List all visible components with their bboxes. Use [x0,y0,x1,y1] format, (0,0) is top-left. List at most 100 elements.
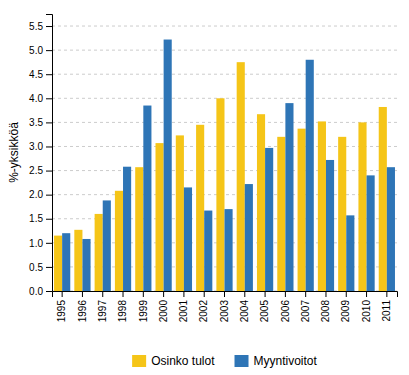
y-tick: 1.0 [29,238,52,249]
y-tick-label: 5.0 [29,45,43,56]
x-tick-mark [305,291,306,297]
y-axis-line [46,15,53,292]
y-tick-mark [46,267,52,268]
grid-line [52,74,397,75]
bar [257,114,265,291]
bar [204,211,212,291]
bar [82,239,90,291]
y-tick-mark [46,146,52,147]
bar [196,125,204,291]
y-tick-mark [46,98,52,99]
y-tick: 1.5 [29,213,52,224]
x-tick-label: 2006 [280,300,291,323]
x-tick-label: 2009 [340,300,351,323]
bar [143,106,151,291]
bars [54,40,395,291]
grid [52,26,397,291]
bar [115,191,123,291]
x-tick-mark [224,291,225,297]
y-tick-label: 0.0 [29,286,43,297]
x-tick: 2007 [300,291,311,322]
x-tick: 1999 [138,291,149,322]
x-tick: 2003 [219,291,230,322]
x-tick: 2005 [259,291,270,322]
legend-item: Myyntivoitot [235,354,318,368]
bar [387,167,395,291]
y-tick-mark [46,243,52,244]
x-tick-label: 2008 [320,300,331,323]
bar [216,98,224,291]
x-tick-label: 2007 [300,300,311,323]
bar [367,175,375,291]
x-tick-label: 2002 [198,300,209,323]
x-tick-label: 1996 [77,300,88,323]
y-tick-mark [46,219,52,220]
legend-label: Osinko tulot [151,354,215,368]
x-tick: 2008 [320,291,331,322]
y-tick-label: 4.0 [29,93,43,104]
bar [176,135,184,291]
y-tick-mark [46,195,52,196]
y-tick-mark [46,291,52,292]
x-tick-mark [62,291,63,297]
bar [123,167,131,291]
bar [326,160,334,291]
y-tick-label: 3.5 [29,117,43,128]
x-axis-line [53,292,398,298]
x-tick: 1997 [97,291,108,322]
x-tick-label: 1998 [117,300,128,323]
bar [135,167,143,291]
x-tick-label: 2003 [219,300,230,323]
y-tick-label: 4.5 [29,69,43,80]
bar [74,230,82,291]
x-tick-mark [163,291,164,297]
bar [298,129,306,291]
y-tick: 4.0 [29,93,52,104]
bar [338,137,346,291]
x-tick: 2004 [239,291,250,322]
bar [95,214,103,291]
x-tick: 1998 [117,291,128,322]
y-tick: 0.5 [29,262,52,273]
y-tick-label: 2.0 [29,189,43,200]
y-axis: 0.00.51.01.52.02.53.03.54.04.55.05.5 [29,15,52,297]
x-axis: 1995 1996 1997 1998 1999 2000 2001 2002 2003 2004… [53,291,398,322]
bar [245,184,253,291]
x-tick-label: 2011 [381,300,392,322]
y-tick: 2.0 [29,189,52,200]
x-tick-mark [386,291,387,297]
series [62,40,395,291]
x-tick: 1995 [56,291,67,322]
y-tick-mark [46,50,52,51]
bar [285,103,293,291]
x-tick-mark [265,291,266,297]
bar [184,187,192,291]
x-tick-label: 1997 [97,300,108,323]
y-tick-label: 0.5 [29,262,43,273]
legend-swatch [132,355,146,367]
y-axis-title: %-yksikköä [7,122,21,183]
y-tick: 5.0 [29,45,52,56]
x-tick-mark [183,291,184,297]
y-tick-label: 1.0 [29,238,43,249]
y-tick: 5.5 [29,21,52,32]
chart: 0.00.51.01.52.02.53.03.54.04.55.05.51995… [0,0,409,375]
x-tick-mark [102,291,103,297]
bar [156,143,164,291]
x-tick: 2006 [280,291,291,322]
x-tick-label: 2004 [239,300,250,323]
bar [164,40,172,291]
x-tick: 2001 [178,291,189,322]
x-tick-mark [346,291,347,297]
series [54,62,387,291]
y-tick-label: 2.5 [29,165,43,176]
y-tick-mark [46,171,52,172]
grid-line [52,26,397,27]
x-tick: 2000 [158,291,169,322]
x-tick: 2010 [361,291,372,322]
bar [358,122,366,291]
bar [277,137,285,291]
x-tick: 1996 [77,291,88,322]
x-tick-mark [325,291,326,297]
x-tick-mark [204,291,205,297]
